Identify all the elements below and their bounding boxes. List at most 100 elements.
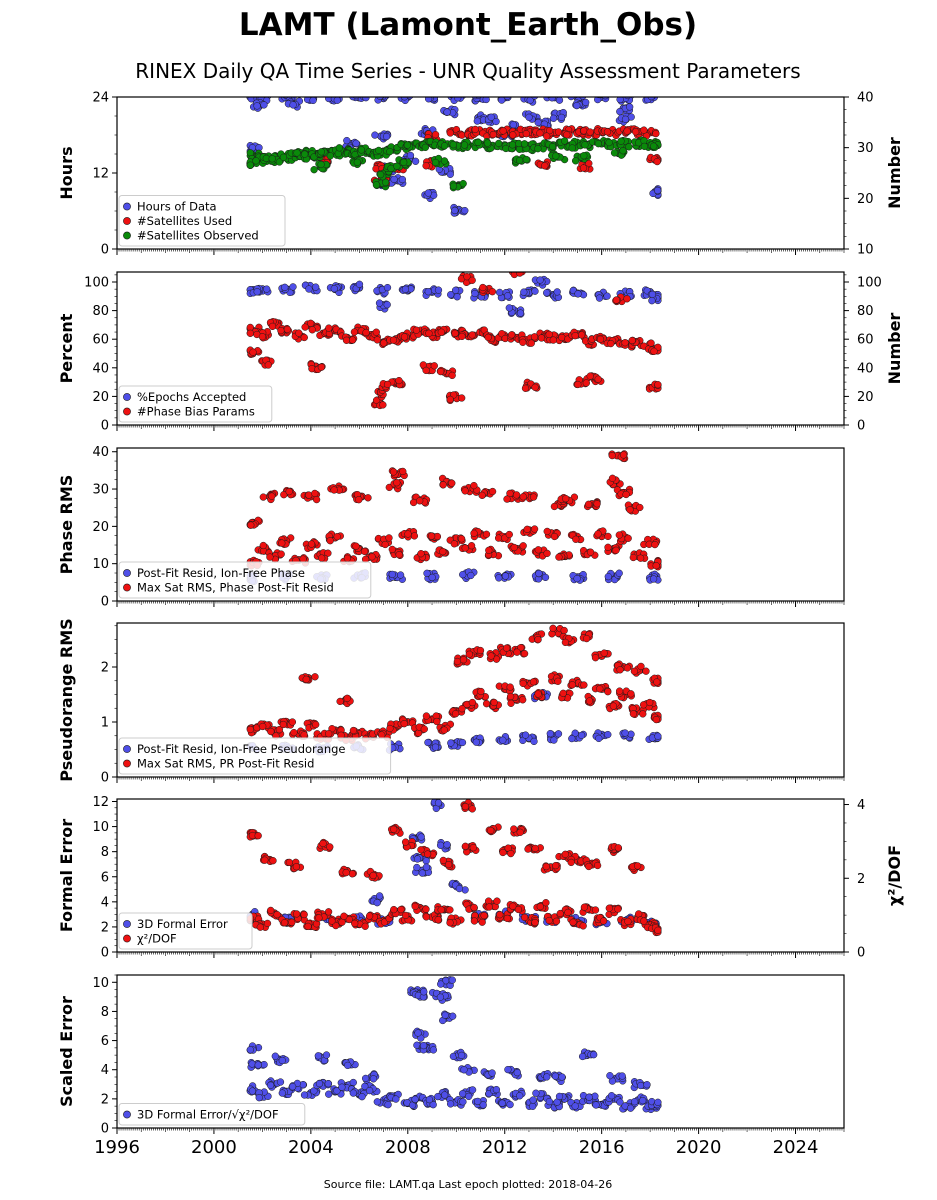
data-point xyxy=(389,336,398,344)
data-point xyxy=(536,129,544,137)
data-point xyxy=(388,570,396,579)
data-point xyxy=(304,922,312,931)
data-point xyxy=(348,336,357,344)
data-point xyxy=(604,543,612,551)
data-point xyxy=(508,141,517,149)
data-point xyxy=(573,101,581,110)
data-point xyxy=(520,140,529,148)
data-point xyxy=(521,384,530,392)
y-right-axis-label: Number xyxy=(885,313,904,385)
data-point xyxy=(550,502,559,511)
data-point xyxy=(545,330,553,339)
data-point xyxy=(612,296,621,304)
y-axis-label: Phase RMS xyxy=(57,475,76,575)
y-tick-label: 10 xyxy=(92,557,109,572)
data-point xyxy=(582,98,590,107)
data-point xyxy=(450,540,458,548)
y-tick-label: 20 xyxy=(92,390,109,405)
data-point xyxy=(519,338,527,346)
data-point xyxy=(395,551,403,559)
data-point xyxy=(458,394,466,402)
data-point xyxy=(628,336,636,345)
data-point xyxy=(355,280,364,288)
data-point xyxy=(410,97,414,98)
data-point xyxy=(621,729,629,737)
data-point xyxy=(312,283,320,291)
data-point xyxy=(541,162,549,170)
legend-label: #Satellites Observed xyxy=(137,229,259,243)
data-point xyxy=(503,495,511,503)
legend-label: %Epochs Accepted xyxy=(137,390,246,404)
data-point xyxy=(301,323,309,331)
data-point xyxy=(653,157,661,166)
data-point xyxy=(499,736,507,744)
data-point xyxy=(409,498,418,507)
data-point xyxy=(474,138,482,147)
legend-box xyxy=(118,195,286,247)
data-point xyxy=(373,336,381,344)
data-point xyxy=(484,333,492,342)
data-point xyxy=(448,479,456,487)
data-point xyxy=(290,728,298,737)
data-point xyxy=(616,107,624,116)
data-point xyxy=(424,738,432,747)
data-point xyxy=(393,162,401,170)
data-point xyxy=(558,333,566,342)
data-point xyxy=(343,554,352,562)
data-point xyxy=(422,712,431,720)
data-point xyxy=(425,329,433,337)
data-point xyxy=(608,451,616,460)
data-point xyxy=(460,141,469,149)
data-point xyxy=(459,179,467,188)
data-point xyxy=(529,493,538,501)
y-tick-label: 40 xyxy=(92,361,109,376)
data-point xyxy=(619,147,627,155)
data-point xyxy=(501,572,510,580)
data-point xyxy=(504,292,512,300)
data-point xyxy=(338,918,346,926)
data-point xyxy=(563,131,571,139)
data-point xyxy=(573,574,581,583)
data-point xyxy=(647,97,655,101)
data-point xyxy=(615,569,623,577)
data-point xyxy=(621,115,630,123)
data-point xyxy=(582,634,591,643)
data-point xyxy=(398,175,407,184)
data-point xyxy=(522,130,530,138)
data-point xyxy=(453,293,461,301)
data-point xyxy=(468,331,476,339)
data-point xyxy=(483,139,492,147)
data-point xyxy=(603,292,611,300)
data-point xyxy=(353,97,360,100)
data-point xyxy=(505,530,513,539)
data-point xyxy=(472,738,480,746)
data-point xyxy=(513,648,521,656)
data-point xyxy=(640,142,649,151)
data-point xyxy=(443,841,451,849)
data-point xyxy=(309,97,317,105)
legend-label: Max Sat RMS, PR Post-Fit Resid xyxy=(137,757,314,771)
data-point xyxy=(574,290,582,298)
data-point xyxy=(624,534,632,542)
data-point xyxy=(612,546,620,554)
data-point xyxy=(393,479,401,487)
data-point xyxy=(595,734,603,743)
data-point xyxy=(546,729,554,738)
data-point xyxy=(400,158,408,166)
data-point xyxy=(509,131,517,139)
data-point xyxy=(307,319,315,327)
data-point xyxy=(431,158,440,167)
data-point xyxy=(267,727,275,736)
data-point xyxy=(406,151,415,160)
data-point xyxy=(293,910,301,918)
data-point xyxy=(308,365,316,373)
data-point xyxy=(629,553,637,562)
data-point xyxy=(281,283,289,291)
data-point xyxy=(368,553,376,561)
data-point xyxy=(300,731,308,739)
data-point xyxy=(608,474,617,482)
data-point xyxy=(300,910,308,919)
data-point xyxy=(283,325,292,334)
data-point xyxy=(478,491,486,499)
data-point xyxy=(422,905,430,913)
